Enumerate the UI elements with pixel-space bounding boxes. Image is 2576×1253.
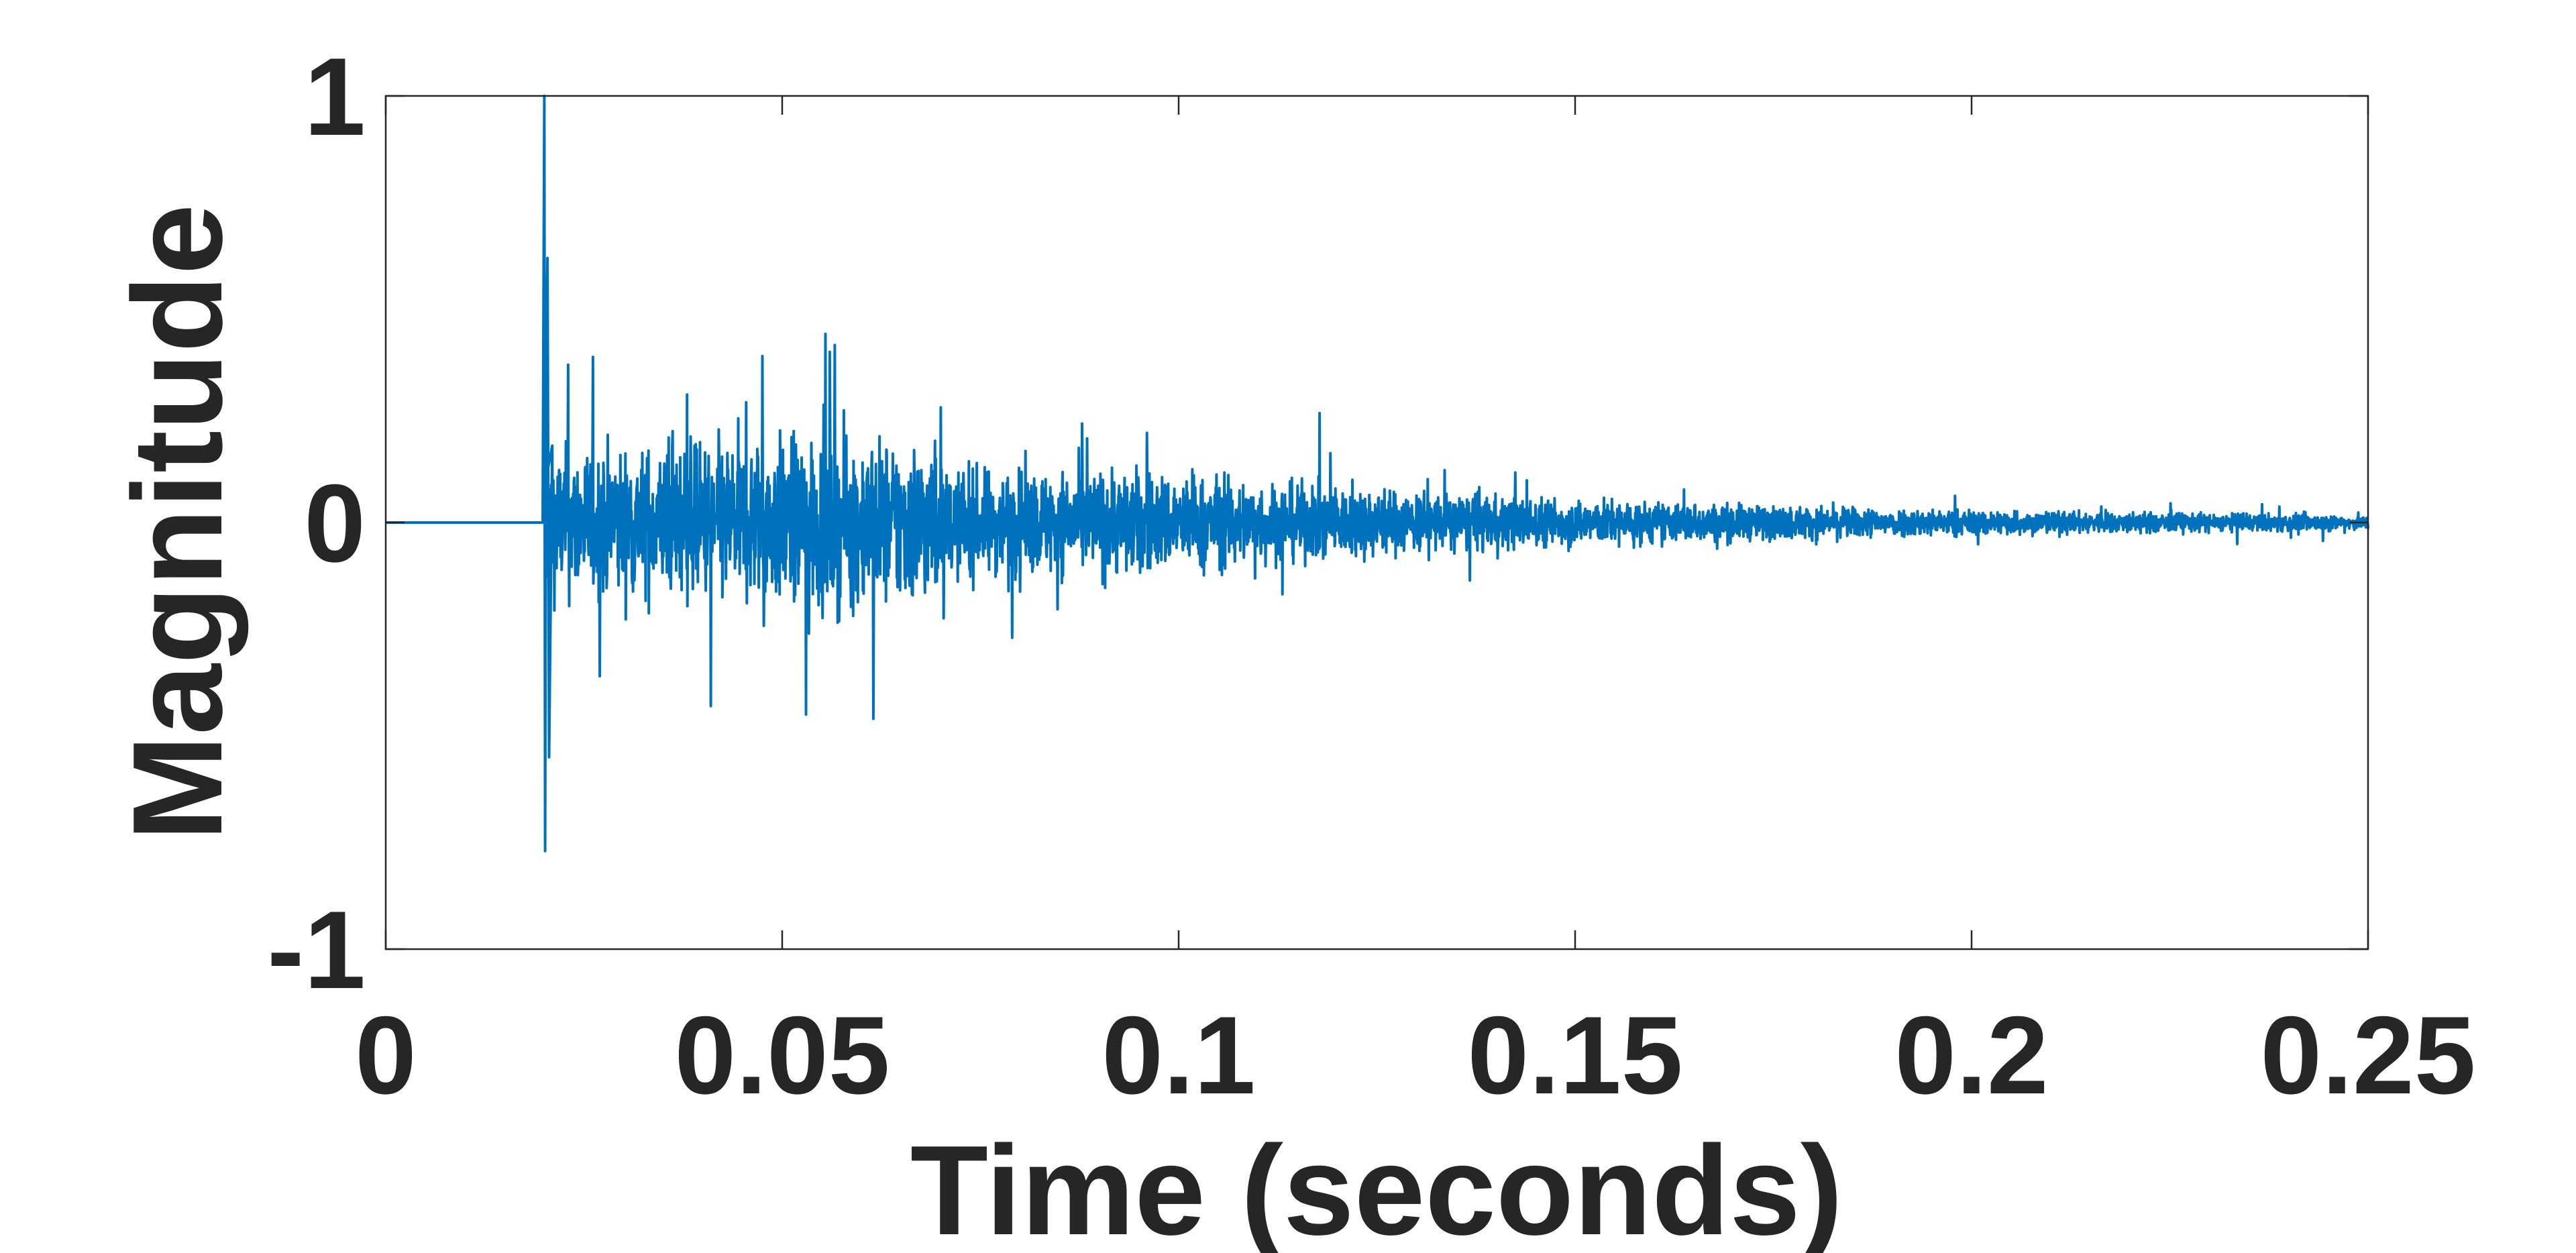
x-axis-ticks	[384, 96, 2369, 949]
series-line	[384, 95, 2369, 853]
x-tick-label: 0.05	[674, 993, 890, 1117]
plot-area	[384, 95, 2369, 950]
y-tick-label: -1	[267, 888, 366, 1012]
y-axis-tick-labels: -1 0 1	[267, 35, 366, 1012]
y-axis-label: Magnitude	[107, 204, 249, 841]
x-tick-label: 0.2	[1894, 993, 2048, 1117]
x-tick-label: 0.1	[1102, 993, 1255, 1117]
signal-trace	[384, 95, 2369, 853]
x-axis-tick-labels: 0 0.05 0.1 0.15 0.2 0.25	[355, 993, 2475, 1117]
x-tick-label: 0.15	[1467, 993, 1682, 1117]
x-axis-label: Time (seconds)	[910, 1120, 1843, 1253]
x-tick-label: 0	[355, 993, 417, 1117]
y-axis-ticks	[386, 95, 2368, 950]
x-tick-label: 0.25	[2260, 993, 2475, 1117]
y-tick-label: 0	[304, 461, 366, 585]
y-tick-label: 1	[304, 35, 366, 158]
